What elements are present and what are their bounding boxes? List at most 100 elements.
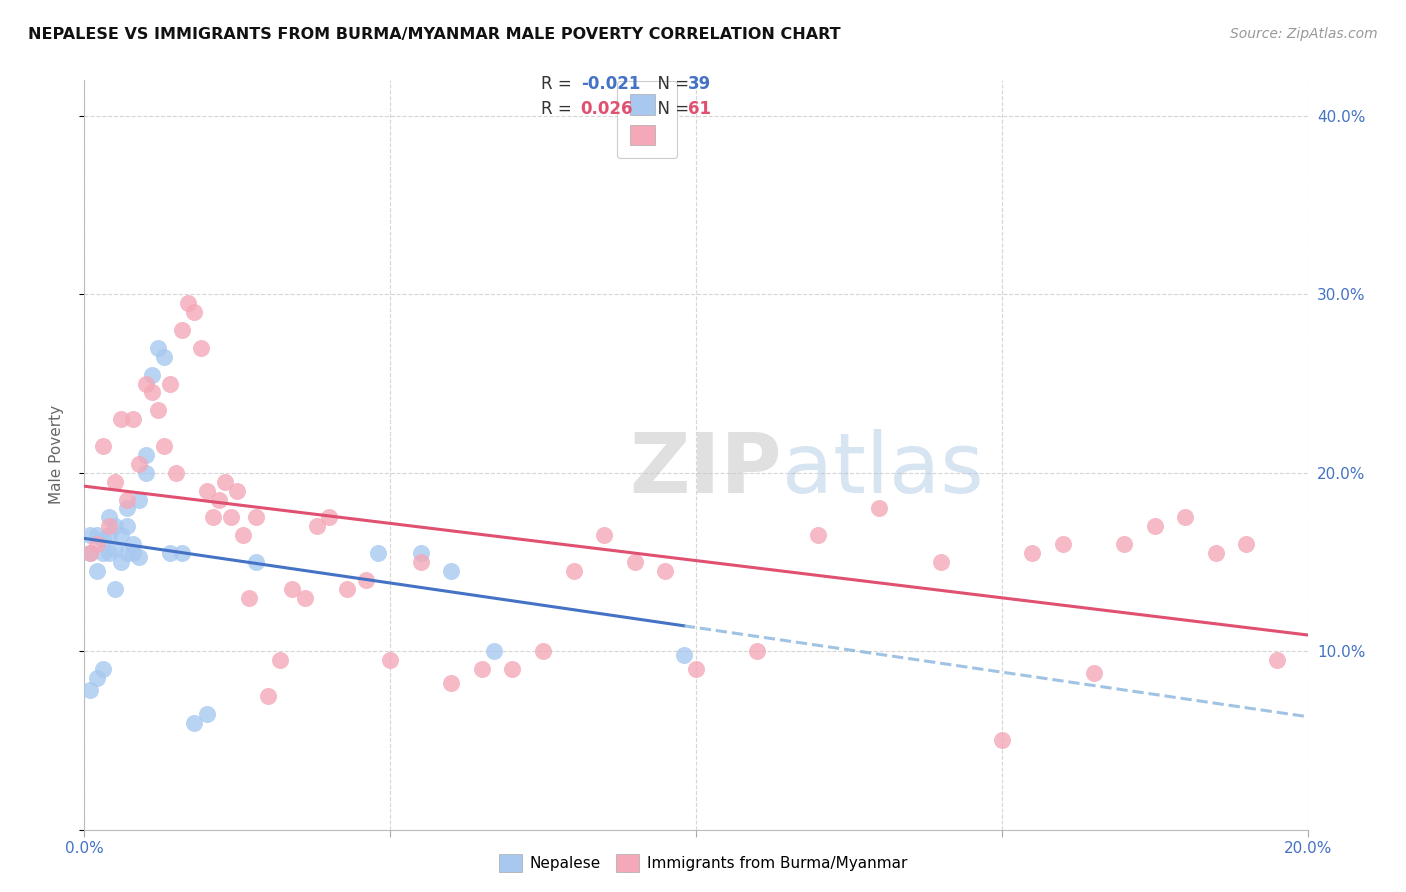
Point bbox=[531, 644, 554, 658]
Point bbox=[336, 582, 359, 596]
Point bbox=[115, 546, 138, 560]
Point bbox=[97, 546, 120, 560]
Text: N =: N = bbox=[647, 75, 695, 93]
Point bbox=[183, 305, 205, 319]
Point bbox=[624, 555, 647, 569]
Point bbox=[86, 671, 108, 685]
Point bbox=[91, 546, 114, 560]
Point bbox=[502, 662, 524, 676]
Point bbox=[79, 546, 101, 560]
Y-axis label: Male Poverty: Male Poverty bbox=[49, 405, 63, 505]
Point bbox=[110, 528, 132, 542]
Point bbox=[141, 385, 163, 400]
Point bbox=[135, 448, 157, 462]
Point bbox=[562, 564, 585, 578]
Point bbox=[159, 376, 181, 391]
Point bbox=[1265, 653, 1288, 667]
Point bbox=[238, 591, 260, 605]
Point bbox=[232, 528, 254, 542]
Point bbox=[440, 564, 463, 578]
Point bbox=[79, 546, 101, 560]
Point bbox=[593, 528, 616, 542]
Point bbox=[226, 483, 249, 498]
Point bbox=[305, 519, 328, 533]
Text: R =: R = bbox=[541, 100, 578, 118]
Point bbox=[257, 689, 280, 703]
Point bbox=[991, 733, 1014, 747]
Text: R =: R = bbox=[541, 75, 578, 93]
Legend: , : , bbox=[617, 81, 678, 159]
Point bbox=[318, 510, 340, 524]
Point bbox=[91, 439, 114, 453]
Point bbox=[1236, 537, 1258, 551]
Point bbox=[104, 519, 127, 533]
Point bbox=[440, 676, 463, 690]
Point bbox=[1021, 546, 1043, 560]
Point bbox=[79, 683, 101, 698]
Point bbox=[190, 341, 212, 355]
Point bbox=[245, 510, 267, 524]
Legend: Nepalese, Immigrants from Burma/Myanmar: Nepalese, Immigrants from Burma/Myanmar bbox=[491, 846, 915, 880]
Point bbox=[86, 564, 108, 578]
Point bbox=[97, 528, 120, 542]
Point bbox=[281, 582, 304, 596]
Text: 61: 61 bbox=[688, 100, 710, 118]
Point bbox=[135, 466, 157, 480]
Text: N =: N = bbox=[647, 100, 695, 118]
Point bbox=[367, 546, 389, 560]
Text: 0.026: 0.026 bbox=[581, 100, 633, 118]
Point bbox=[672, 648, 695, 662]
Point bbox=[1114, 537, 1136, 551]
Point bbox=[747, 644, 769, 658]
Point bbox=[159, 546, 181, 560]
Text: NEPALESE VS IMMIGRANTS FROM BURMA/MYANMAR MALE POVERTY CORRELATION CHART: NEPALESE VS IMMIGRANTS FROM BURMA/MYANMA… bbox=[28, 27, 841, 42]
Point bbox=[1083, 665, 1105, 680]
Point bbox=[354, 573, 377, 587]
Point bbox=[141, 368, 163, 382]
Point bbox=[91, 662, 114, 676]
Point bbox=[245, 555, 267, 569]
Point bbox=[654, 564, 676, 578]
Point bbox=[1174, 510, 1197, 524]
Point bbox=[294, 591, 316, 605]
Point bbox=[1143, 519, 1166, 533]
Point bbox=[201, 510, 224, 524]
Point bbox=[195, 706, 218, 721]
Point bbox=[195, 483, 218, 498]
Point bbox=[482, 644, 505, 658]
Point bbox=[104, 582, 127, 596]
Point bbox=[153, 350, 176, 364]
Point bbox=[115, 501, 138, 516]
Point bbox=[122, 537, 145, 551]
Text: -0.021: -0.021 bbox=[581, 75, 640, 93]
Point bbox=[177, 296, 200, 310]
Point bbox=[183, 715, 205, 730]
Point bbox=[115, 519, 138, 533]
Point bbox=[97, 510, 120, 524]
Point bbox=[104, 542, 127, 557]
Point bbox=[146, 403, 169, 417]
Point bbox=[97, 519, 120, 533]
Point bbox=[409, 555, 432, 569]
Point bbox=[128, 457, 150, 471]
Point bbox=[86, 537, 108, 551]
Point bbox=[685, 662, 707, 676]
Point bbox=[1205, 546, 1227, 560]
Point bbox=[110, 412, 132, 426]
Text: 39: 39 bbox=[688, 75, 711, 93]
Point bbox=[869, 501, 891, 516]
Point bbox=[153, 439, 176, 453]
Point bbox=[165, 466, 187, 480]
Point bbox=[135, 376, 157, 391]
Point bbox=[380, 653, 402, 667]
Point bbox=[208, 492, 231, 507]
Point bbox=[110, 555, 132, 569]
Point bbox=[172, 323, 194, 337]
Point bbox=[128, 549, 150, 564]
Point bbox=[128, 492, 150, 507]
Text: Source: ZipAtlas.com: Source: ZipAtlas.com bbox=[1230, 27, 1378, 41]
Point bbox=[86, 528, 108, 542]
Point bbox=[269, 653, 291, 667]
Point bbox=[1052, 537, 1074, 551]
Point bbox=[122, 412, 145, 426]
